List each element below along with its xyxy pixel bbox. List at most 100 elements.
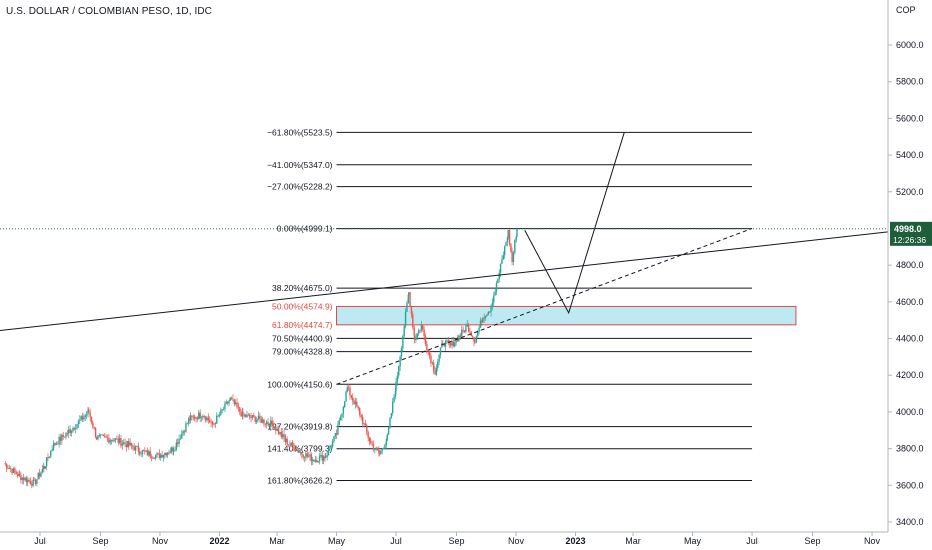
candle-body xyxy=(434,370,436,375)
candle-body xyxy=(507,230,509,238)
last-price-badge xyxy=(890,221,932,246)
fib-level-label: 127.20%(3919.8) xyxy=(267,422,332,432)
candle-body xyxy=(204,416,207,421)
candle-body xyxy=(247,414,250,416)
candle-body xyxy=(298,452,301,454)
candle-body xyxy=(458,335,460,342)
candle-body xyxy=(122,442,125,444)
candle-body xyxy=(199,412,201,418)
candle-body xyxy=(395,381,397,391)
fib-levels-layer: −61.80%(5523.5) −41.00%(5347.0) −27.00%(52… xyxy=(267,127,753,486)
candle-body xyxy=(172,447,174,452)
candle-body xyxy=(106,437,109,439)
candle-body xyxy=(403,326,405,336)
candle-body xyxy=(285,438,287,442)
candle-body xyxy=(467,324,470,332)
candle-body xyxy=(326,455,328,458)
candle-body xyxy=(478,327,480,332)
price-tick-label: 4800.0 xyxy=(896,260,924,270)
candle-body xyxy=(217,415,219,417)
candle-body xyxy=(505,242,507,247)
candle-body xyxy=(240,411,242,417)
candle-body xyxy=(495,283,498,292)
golden-zone-box xyxy=(336,305,797,326)
candle-body xyxy=(226,401,229,404)
candle-body xyxy=(145,450,147,452)
time-tick-label: Mar xyxy=(625,536,641,546)
candle-body xyxy=(24,477,26,481)
candle-body xyxy=(76,424,78,429)
candle-body xyxy=(512,252,515,262)
candle-body xyxy=(341,413,343,418)
candle-body xyxy=(140,453,142,455)
candle-body xyxy=(352,397,354,401)
candle-body xyxy=(52,442,55,448)
candle-body xyxy=(148,451,150,456)
candle-body xyxy=(221,409,223,411)
candle-body xyxy=(420,325,423,331)
candle-body xyxy=(253,415,255,417)
candle-body xyxy=(498,272,500,280)
candle-body xyxy=(16,474,19,477)
candle-body xyxy=(297,449,299,453)
candle-body xyxy=(392,401,394,414)
candle-body xyxy=(156,453,158,456)
candle-body xyxy=(345,391,347,402)
candle-body xyxy=(416,333,418,338)
candle-body xyxy=(185,423,187,432)
candle-body xyxy=(349,387,351,396)
candle-body xyxy=(80,416,82,420)
candle-body xyxy=(369,441,372,443)
candle-body xyxy=(402,335,404,349)
candle-body xyxy=(417,330,420,334)
candle-body xyxy=(270,420,272,427)
candle-body xyxy=(474,341,476,343)
candle-body xyxy=(293,445,295,451)
candle-body xyxy=(125,443,128,448)
candle-body xyxy=(376,447,379,450)
candle-body xyxy=(66,433,69,435)
candle-body xyxy=(491,302,494,306)
candle-body xyxy=(359,411,361,416)
candle-body xyxy=(150,456,153,458)
price-tick-label: 4400.0 xyxy=(896,334,924,344)
candle-body xyxy=(101,434,103,436)
candle-body xyxy=(363,423,365,425)
candle-body xyxy=(337,424,339,435)
candle-body xyxy=(99,434,102,436)
candle-body xyxy=(157,453,159,455)
candle-body xyxy=(469,331,471,333)
candle-body xyxy=(408,292,410,295)
candle-body xyxy=(36,479,38,484)
candle-body xyxy=(263,419,265,424)
candle-body xyxy=(515,236,517,241)
candle-body xyxy=(444,340,447,347)
candle-body xyxy=(290,442,292,445)
trend-line xyxy=(0,231,889,332)
fib-level-label: 70.50%(4400.9) xyxy=(272,333,333,343)
price-tick-label: 5400.0 xyxy=(896,150,924,160)
candle-body xyxy=(279,431,281,434)
candle-body xyxy=(136,446,138,447)
candle-body xyxy=(372,444,375,450)
candle-body xyxy=(149,451,151,457)
candle-body xyxy=(229,397,231,401)
candle-body xyxy=(104,435,106,437)
candle-body xyxy=(102,435,105,436)
candle-body xyxy=(437,361,439,368)
candle-body xyxy=(137,446,140,452)
candle-body xyxy=(303,457,306,459)
candle-body xyxy=(146,450,149,456)
candle-body xyxy=(475,336,478,343)
candle-body xyxy=(364,423,367,426)
candle-body xyxy=(354,401,357,405)
candle-body xyxy=(218,414,221,416)
candle-body xyxy=(114,438,117,441)
candle-body xyxy=(257,419,259,421)
golden-zone-layer xyxy=(336,305,797,326)
candle-body xyxy=(501,259,503,264)
candle-body xyxy=(423,329,425,337)
candle-body xyxy=(194,416,196,419)
time-tick-label: May xyxy=(328,536,346,546)
